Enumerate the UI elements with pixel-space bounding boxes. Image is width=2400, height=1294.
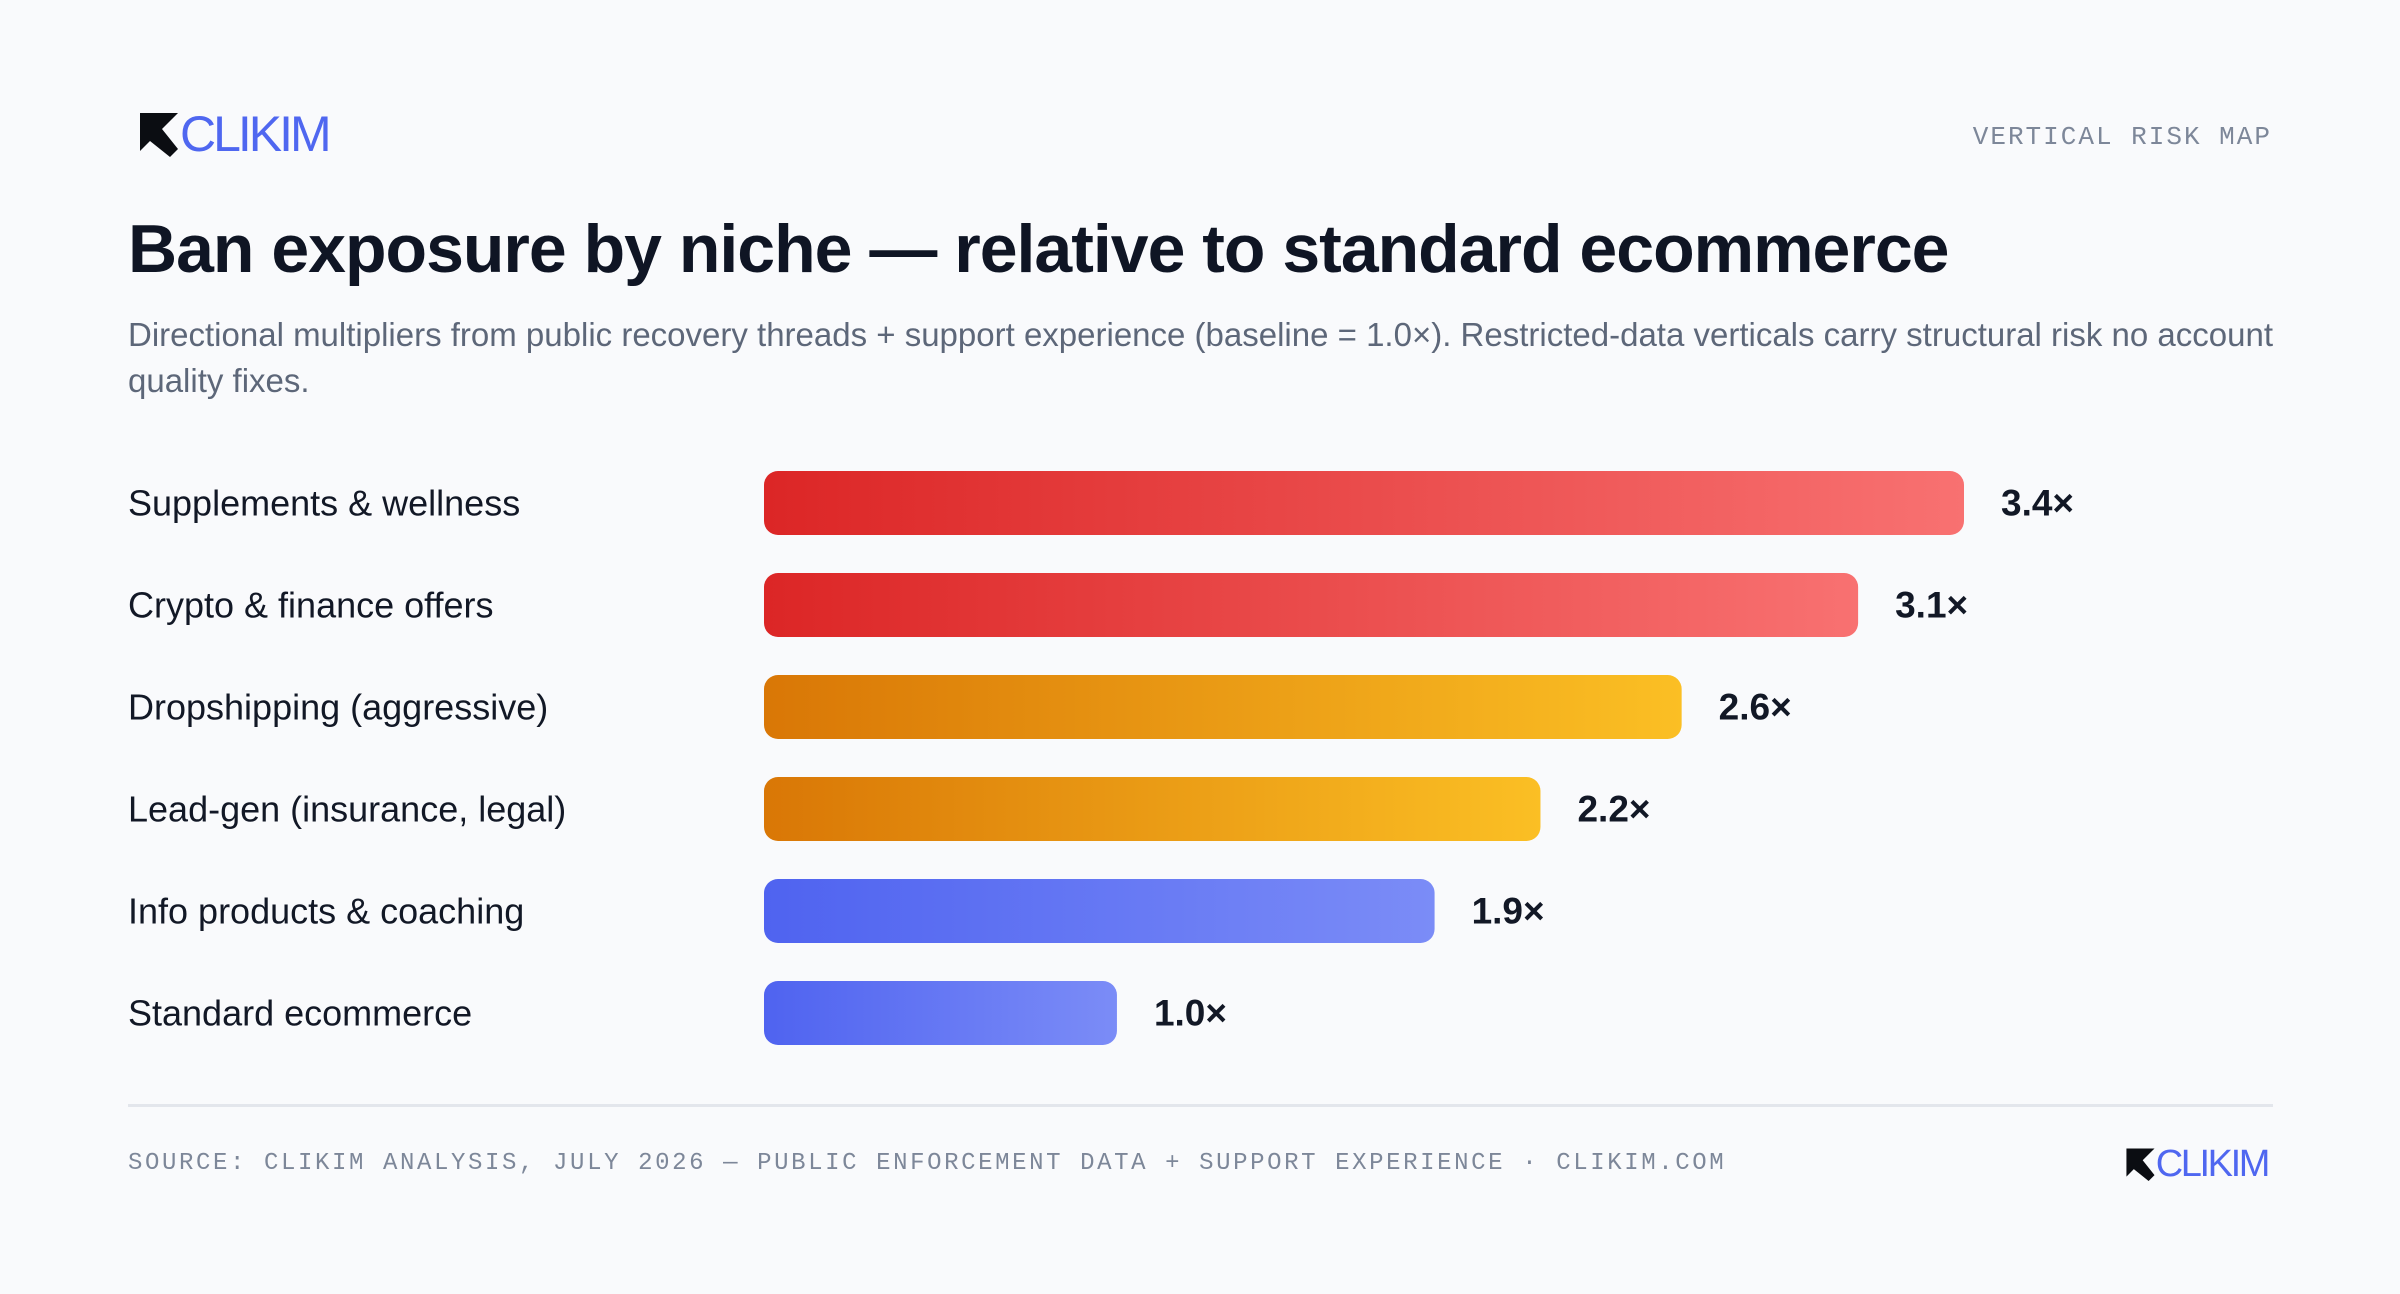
bar-row: Dropshipping (aggressive) 2.6× [128,675,1792,739]
category-label: Info products & coaching [128,891,524,932]
bar [764,777,1541,841]
value-label: 2.2× [1577,789,1650,830]
category-label: Supplements & wellness [128,483,520,524]
brand-logo: CLIKIM [134,106,332,162]
chart-title: Ban exposure by niche — relative to stan… [128,211,1949,287]
brand-name: CLIKIM [180,106,332,162]
category-label: Dropshipping (aggressive) [128,687,548,728]
source-note: SOURCE: CLIKIM ANALYSIS, JULY 2026 — PUB… [128,1150,1727,1177]
category-label: Standard ecommerce [128,993,472,1034]
bar-row: Crypto & finance offers 3.1× [128,573,1968,637]
bar [764,573,1859,637]
chart-subtitle: Directional multipliers from public reco… [128,316,2273,399]
bar [764,981,1117,1045]
bar-row: Supplements & wellness 3.4× [128,471,2074,535]
value-label: 1.0× [1154,993,1227,1034]
bar-row: Standard ecommerce 1.0× [128,981,1227,1045]
category-label: Crypto & finance offers [128,585,494,626]
category-label: Lead-gen (insurance, legal) [128,789,566,830]
bar [764,675,1682,739]
bar [764,879,1435,943]
bar-row: Lead-gen (insurance, legal) 2.2× [128,777,1651,841]
bar [764,471,1964,535]
value-label: 3.4× [2001,483,2074,524]
arrow-up-left-icon [2126,1148,2155,1181]
bar-row: Info products & coaching 1.9× [128,879,1545,943]
footer-brand-logo: CLIKIM [2122,1143,2271,1185]
value-label: 3.1× [1895,585,1968,626]
footer-brand-name: CLIKIM [2155,1143,2271,1185]
value-label: 1.9× [1472,891,1545,932]
arrow-up-left-icon [140,113,178,157]
header-tag: VERTICAL RISK MAP [1972,122,2272,152]
value-label: 2.6× [1719,687,1792,728]
footer-divider [128,1104,2273,1107]
